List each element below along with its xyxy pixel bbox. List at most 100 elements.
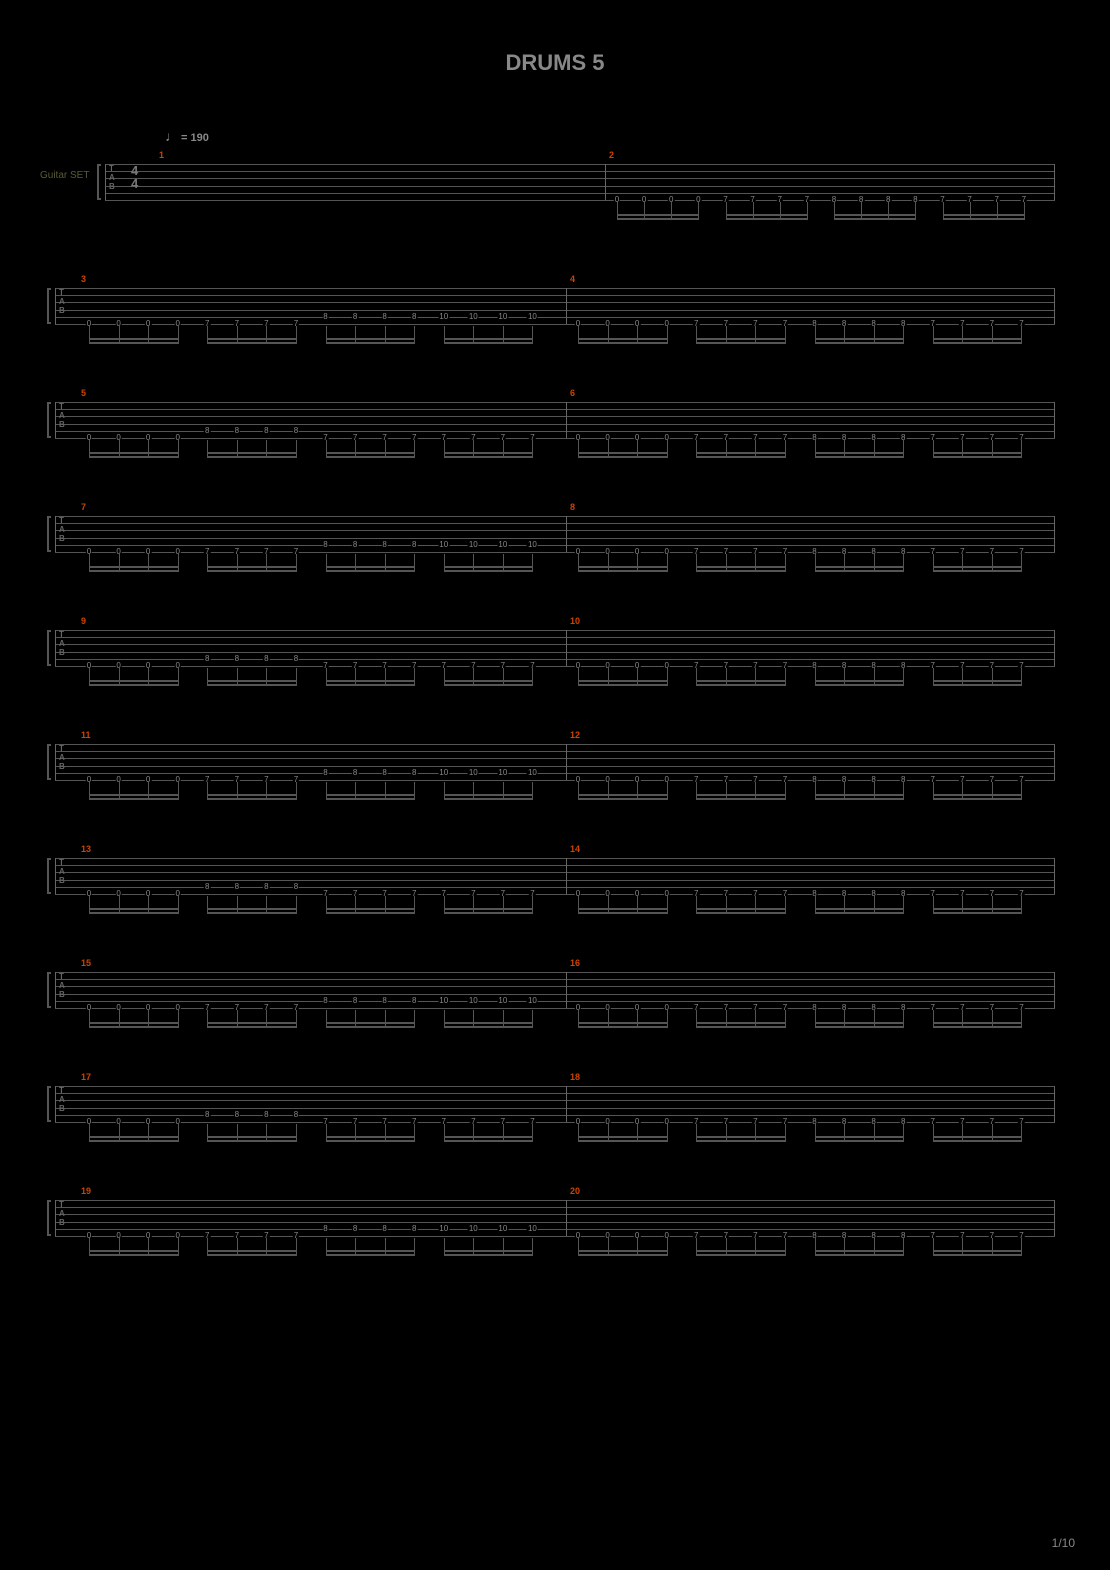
measure-number: 5 bbox=[81, 388, 86, 398]
tab-note: 8 bbox=[204, 655, 210, 663]
measure-number: 9 bbox=[81, 616, 86, 626]
tab-note: 8 bbox=[204, 427, 210, 435]
tab-note: 10 bbox=[527, 313, 538, 321]
system-bracket bbox=[47, 516, 51, 552]
tab-system: TAB1900007777888810101010200000777788887… bbox=[55, 1186, 1055, 1264]
tab-note: 8 bbox=[293, 655, 299, 663]
tab-note: 8 bbox=[411, 1225, 417, 1233]
tab-system: TAB3000077778888101010104000077778888777… bbox=[55, 274, 1055, 352]
tab-note: 10 bbox=[438, 769, 449, 777]
tab-note: 8 bbox=[352, 769, 358, 777]
system-bracket bbox=[47, 744, 51, 780]
tab-clef: TAB bbox=[59, 1086, 65, 1113]
tab-note: 10 bbox=[468, 313, 479, 321]
tab-note: 8 bbox=[293, 1111, 299, 1119]
system-bracket bbox=[47, 1200, 51, 1236]
tab-note: 8 bbox=[322, 541, 328, 549]
measure-number: 2 bbox=[609, 150, 614, 160]
tab-note: 10 bbox=[527, 997, 538, 1005]
measure-number: 6 bbox=[570, 388, 575, 398]
tablature-sheet: TAB44120000777788887777TAB30000777788881… bbox=[55, 150, 1055, 1300]
measure-number: 4 bbox=[570, 274, 575, 284]
tab-system: TAB130000888877777777140000777788887777 bbox=[55, 844, 1055, 922]
measure-number: 8 bbox=[570, 502, 575, 512]
tab-note: 10 bbox=[468, 997, 479, 1005]
tab-note: 8 bbox=[322, 313, 328, 321]
measure-number: 11 bbox=[81, 730, 91, 740]
tab-note: 8 bbox=[263, 655, 269, 663]
tab-note: 8 bbox=[322, 1225, 328, 1233]
measure-number: 13 bbox=[81, 844, 91, 854]
tab-note: 8 bbox=[234, 883, 240, 891]
tab-clef: TAB bbox=[59, 972, 65, 999]
tab-system: TAB7000077778888101010108000077778888777… bbox=[55, 502, 1055, 580]
tab-note: 10 bbox=[497, 1225, 508, 1233]
tab-note: 8 bbox=[234, 655, 240, 663]
tab-note: 10 bbox=[468, 769, 479, 777]
tempo-marking: = 190 bbox=[165, 128, 209, 144]
tab-clef: TAB bbox=[59, 402, 65, 429]
tab-note: 8 bbox=[234, 427, 240, 435]
tab-note: 10 bbox=[438, 541, 449, 549]
tab-system: TAB1500007777888810101010160000777788887… bbox=[55, 958, 1055, 1036]
tab-note: 8 bbox=[381, 997, 387, 1005]
tab-note: 8 bbox=[411, 313, 417, 321]
system-bracket bbox=[47, 858, 51, 894]
tab-note: 10 bbox=[527, 541, 538, 549]
measure-number: 12 bbox=[570, 730, 580, 740]
time-signature: 44 bbox=[131, 164, 138, 190]
system-bracket bbox=[47, 630, 51, 666]
tab-clef: TAB bbox=[59, 288, 65, 315]
tab-note: 10 bbox=[438, 1225, 449, 1233]
tab-note: 8 bbox=[411, 769, 417, 777]
tab-note: 8 bbox=[381, 313, 387, 321]
tab-note: 10 bbox=[497, 313, 508, 321]
measure-number: 16 bbox=[570, 958, 580, 968]
tab-clef: TAB bbox=[59, 1200, 65, 1227]
measure-number: 7 bbox=[81, 502, 86, 512]
tab-note: 8 bbox=[322, 997, 328, 1005]
system-bracket bbox=[47, 972, 51, 1008]
tab-system: TAB90000888877777777100000777788887777 bbox=[55, 616, 1055, 694]
tab-note: 10 bbox=[527, 1225, 538, 1233]
tab-note: 8 bbox=[204, 883, 210, 891]
tab-note: 10 bbox=[497, 997, 508, 1005]
measure-number: 14 bbox=[570, 844, 580, 854]
tab-note: 10 bbox=[497, 769, 508, 777]
tab-note: 8 bbox=[411, 997, 417, 1005]
tab-note: 8 bbox=[263, 883, 269, 891]
tab-system: TAB44120000777788887777 bbox=[105, 150, 1055, 238]
tab-note: 10 bbox=[438, 997, 449, 1005]
measure-number: 17 bbox=[81, 1072, 91, 1082]
tab-note: 8 bbox=[381, 1225, 387, 1233]
system-bracket bbox=[47, 288, 51, 324]
measure-number: 1 bbox=[159, 150, 164, 160]
tab-note: 8 bbox=[381, 541, 387, 549]
tab-clef: TAB bbox=[59, 630, 65, 657]
measure-number: 18 bbox=[570, 1072, 580, 1082]
system-bracket bbox=[47, 402, 51, 438]
tab-note: 8 bbox=[352, 313, 358, 321]
tab-clef: TAB bbox=[59, 516, 65, 543]
tab-note: 10 bbox=[438, 313, 449, 321]
tab-note: 8 bbox=[204, 1111, 210, 1119]
tab-note: 10 bbox=[468, 1225, 479, 1233]
tab-system: TAB5000088887777777760000777788887777 bbox=[55, 388, 1055, 466]
measure-number: 10 bbox=[570, 616, 580, 626]
tab-note: 8 bbox=[234, 1111, 240, 1119]
tab-system: TAB1100007777888810101010120000777788887… bbox=[55, 730, 1055, 808]
tab-note: 8 bbox=[293, 427, 299, 435]
tab-clef: TAB bbox=[59, 744, 65, 771]
tab-clef: TAB bbox=[109, 164, 115, 191]
measure-number: 19 bbox=[81, 1186, 91, 1196]
tab-note: 8 bbox=[293, 883, 299, 891]
tab-note: 10 bbox=[527, 769, 538, 777]
measure-number: 3 bbox=[81, 274, 86, 284]
tab-clef: TAB bbox=[59, 858, 65, 885]
tab-note: 8 bbox=[352, 541, 358, 549]
system-bracket bbox=[97, 164, 101, 200]
measure-number: 20 bbox=[570, 1186, 580, 1196]
tab-note: 8 bbox=[322, 769, 328, 777]
measure-number: 15 bbox=[81, 958, 91, 968]
tab-note: 10 bbox=[497, 541, 508, 549]
